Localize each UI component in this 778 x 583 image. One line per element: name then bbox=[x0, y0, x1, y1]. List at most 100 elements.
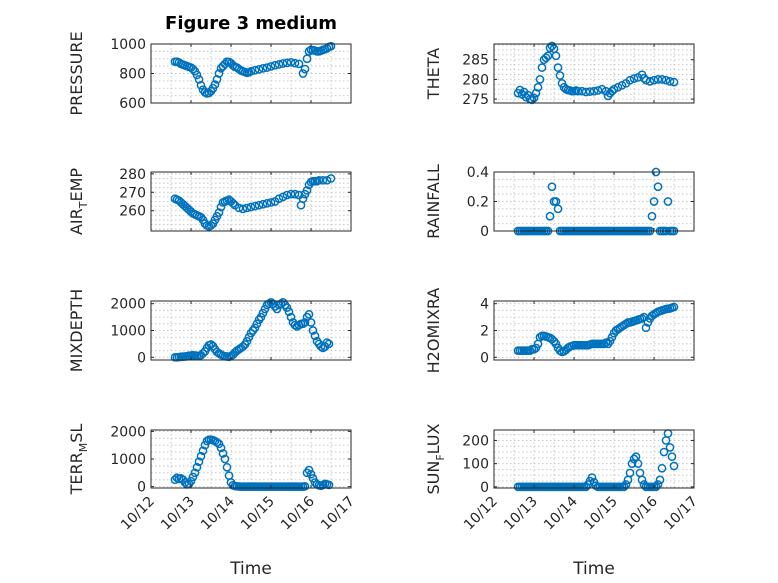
panel-rainfall: 0 0.2 0.4 RAINFALL bbox=[424, 164, 695, 240]
data-point bbox=[290, 189, 300, 199]
panel-air_temp: 260 270 280 AIRTEMP bbox=[67, 167, 352, 235]
panel-terr_msl: 0 1000 2000 10/12 10/13 10/14 10/15 10/16 10/17 T… bbox=[67, 424, 358, 534]
data-point bbox=[214, 439, 224, 449]
data-point bbox=[270, 60, 280, 70]
y-tick-label: 1000 bbox=[110, 324, 146, 340]
data-point bbox=[669, 302, 679, 312]
data-point bbox=[290, 58, 300, 68]
x-tick-label: 10/15 bbox=[581, 494, 621, 534]
data-point bbox=[637, 314, 647, 323]
data-point bbox=[246, 202, 256, 212]
data-point bbox=[324, 480, 334, 490]
data-point bbox=[649, 75, 659, 85]
data-point bbox=[222, 462, 232, 472]
data-point bbox=[286, 312, 296, 322]
data-point bbox=[669, 77, 679, 87]
data-point bbox=[278, 192, 288, 202]
x-tick-label: 10/13 bbox=[501, 494, 541, 534]
data-point bbox=[625, 468, 635, 478]
data-point bbox=[545, 211, 555, 221]
x-tick-label: 10/16 bbox=[278, 493, 318, 533]
y-tick-label: 1000 bbox=[110, 452, 146, 468]
data-point bbox=[216, 443, 226, 453]
data-point bbox=[278, 59, 288, 68]
data-point bbox=[601, 338, 611, 347]
data-point bbox=[314, 175, 324, 185]
data-point bbox=[629, 74, 639, 83]
data-point bbox=[661, 75, 671, 85]
data-point bbox=[228, 198, 238, 208]
data-point bbox=[547, 182, 557, 192]
data-point bbox=[274, 194, 284, 204]
data-point bbox=[537, 63, 547, 72]
data-point bbox=[282, 58, 292, 68]
x-tick-label: 10/15 bbox=[238, 494, 278, 534]
data-point bbox=[645, 77, 655, 86]
data-point bbox=[553, 204, 563, 214]
data-point bbox=[541, 53, 551, 63]
y-tick-label: 2000 bbox=[110, 424, 146, 440]
panel-h2omixra: 0 2 4 H2OMIXRA bbox=[424, 288, 695, 374]
data-point bbox=[294, 59, 304, 69]
data-point bbox=[322, 175, 332, 185]
y-axis-label: H2OMIXRA bbox=[424, 288, 443, 374]
y-axis-label: MIXDEPTH bbox=[67, 289, 86, 372]
y-tick-label: 0 bbox=[480, 480, 489, 496]
data-point bbox=[655, 475, 665, 485]
data-point bbox=[276, 299, 286, 309]
x-axis-label-left: Time bbox=[229, 559, 272, 579]
panel-theta: 275 280 285 THETA bbox=[424, 41, 695, 108]
panel-mixdepth: 0 1000 2000 MIXDEPTH bbox=[67, 289, 352, 372]
data-point bbox=[310, 331, 320, 341]
y-axis-label: SUNFLUX bbox=[424, 423, 447, 494]
data-point bbox=[266, 198, 276, 207]
data-point bbox=[304, 465, 314, 475]
data-point bbox=[290, 320, 300, 330]
data-point bbox=[667, 452, 677, 462]
data-point bbox=[555, 71, 565, 80]
data-point bbox=[533, 82, 543, 92]
x-tick-label: 10/14 bbox=[541, 493, 581, 533]
axes-box bbox=[493, 429, 695, 489]
data-point bbox=[170, 475, 180, 485]
data-point bbox=[298, 319, 308, 329]
x-tick-label: 10/17 bbox=[318, 494, 358, 534]
data-point bbox=[535, 332, 545, 342]
data-point bbox=[587, 473, 597, 482]
data-point bbox=[639, 312, 649, 322]
data-point bbox=[274, 60, 284, 69]
data-point bbox=[593, 86, 603, 95]
x-tick-label: 10/12 bbox=[118, 494, 158, 534]
data-point bbox=[637, 475, 647, 485]
data-point bbox=[322, 338, 332, 347]
y-tick-label: 0 bbox=[137, 350, 146, 366]
data-point bbox=[553, 63, 563, 72]
data-point bbox=[192, 70, 202, 80]
data-point bbox=[188, 472, 198, 482]
data-point bbox=[196, 80, 206, 90]
data-point bbox=[302, 186, 312, 195]
data-point bbox=[262, 198, 272, 208]
data-point bbox=[196, 451, 206, 461]
y-tick-label: 2000 bbox=[110, 297, 146, 313]
data-point bbox=[555, 346, 565, 355]
data-point bbox=[180, 478, 190, 487]
x-axis-label-right: Time bbox=[572, 559, 615, 579]
y-tick-label: 275 bbox=[462, 92, 489, 108]
data-point bbox=[665, 443, 675, 452]
data-point bbox=[306, 318, 316, 327]
data-point bbox=[304, 47, 314, 56]
y-tick-label: 0 bbox=[480, 350, 489, 366]
data-point bbox=[262, 63, 272, 72]
data-point bbox=[286, 189, 296, 199]
data-point bbox=[625, 75, 635, 85]
y-tick-label: 0.4 bbox=[467, 165, 489, 181]
y-tick-label: 200 bbox=[462, 433, 489, 449]
data-point bbox=[589, 86, 599, 96]
y-tick-label: 4 bbox=[480, 297, 489, 313]
data-point bbox=[551, 51, 561, 61]
data-point bbox=[298, 194, 308, 204]
data-point bbox=[324, 339, 334, 349]
data-point bbox=[657, 75, 667, 84]
